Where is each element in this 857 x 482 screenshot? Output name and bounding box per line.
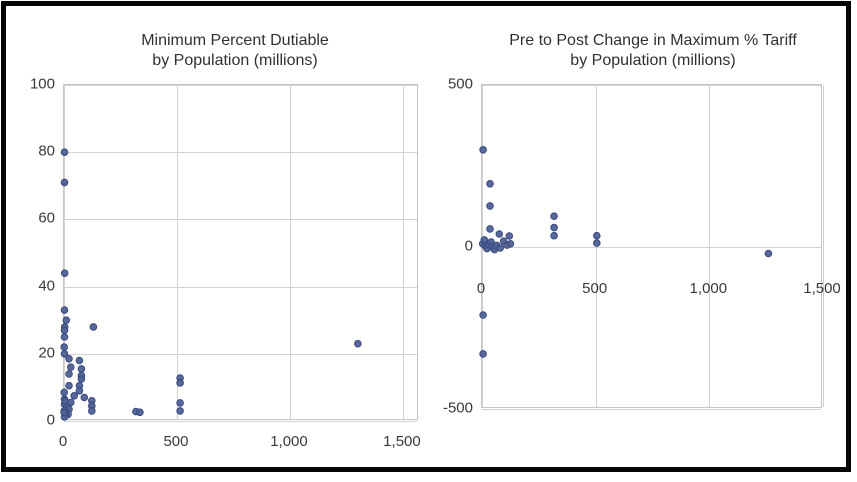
right-chart-title: Pre to Post Change in Maximum % Tariff b… — [509, 31, 797, 71]
data-point — [70, 392, 78, 400]
data-point — [60, 326, 69, 335]
x-axis-tick-label: 1,500 — [383, 433, 421, 450]
data-point — [77, 365, 86, 373]
data-point — [550, 231, 558, 240]
data-point — [176, 379, 184, 387]
data-point — [60, 333, 69, 341]
x-axis-tick-label: 1,000 — [270, 433, 308, 450]
data-point — [60, 350, 69, 358]
data-point — [495, 230, 504, 238]
vertical-gridline — [176, 85, 178, 419]
data-point — [60, 388, 68, 397]
data-point — [496, 244, 505, 252]
y-axis-tick-label: 20 — [38, 344, 55, 362]
y-axis-tick-label: 60 — [38, 209, 55, 227]
horizontal-gridline — [64, 152, 417, 154]
horizontal-gridline — [482, 247, 821, 248]
x-axis-tick-label: 0 — [476, 280, 486, 297]
y-axis-tick-label: 40 — [38, 277, 55, 295]
data-point — [61, 397, 69, 405]
horizontal-gridline — [64, 353, 417, 355]
data-point — [505, 232, 514, 240]
data-point — [60, 178, 69, 187]
y-axis-tick-label: 80 — [38, 142, 55, 160]
data-point — [764, 249, 773, 258]
left-chart-title-line1: Minimum Percent Dutiable — [141, 32, 329, 49]
data-point — [75, 387, 84, 395]
data-point — [62, 316, 71, 324]
data-point — [486, 202, 494, 210]
vertical-gridline — [64, 85, 65, 419]
right-chart-title-line1: Pre to Post Change in Maximum % Tariff — [509, 32, 797, 49]
scatter-points-layer — [60, 148, 362, 421]
left-scatter-plot-area — [60, 84, 418, 422]
data-point — [65, 370, 73, 378]
data-point — [479, 350, 487, 358]
vertical-gridline — [289, 85, 291, 419]
data-point — [479, 146, 487, 154]
data-point — [80, 393, 89, 402]
data-point — [506, 240, 515, 248]
figure-frame: Minimum Percent Dutiable by Population (… — [1, 1, 851, 472]
horizontal-gridline — [64, 421, 417, 422]
y-axis-tick-label: 0 — [46, 411, 55, 429]
data-point — [176, 399, 184, 407]
x-axis-tick-label: 1,500 — [803, 280, 841, 297]
left-chart-title-line2: by Population (millions) — [152, 52, 318, 69]
data-point — [88, 407, 96, 415]
data-point — [60, 408, 68, 417]
data-point — [550, 223, 558, 232]
data-point — [550, 212, 558, 220]
horizontal-gridline — [64, 286, 417, 288]
horizontal-gridline — [64, 85, 417, 86]
x-axis-tick-label: 0 — [58, 433, 68, 450]
x-axis-tick-label: 1,000 — [689, 280, 728, 297]
y-axis-tick-label: -500 — [442, 399, 473, 417]
y-axis-tick-label: 500 — [447, 75, 473, 93]
data-point — [593, 239, 601, 247]
data-point — [354, 339, 362, 348]
y-axis-tick-label: 100 — [29, 75, 55, 93]
horizontal-gridline — [482, 409, 821, 410]
data-point — [60, 306, 69, 314]
data-point — [136, 408, 144, 417]
left-chart-title: Minimum Percent Dutiable by Population (… — [141, 31, 329, 71]
y-axis-tick-label: 0 — [464, 237, 473, 255]
data-point — [75, 356, 84, 365]
data-point — [486, 180, 494, 188]
data-point — [65, 381, 73, 390]
x-axis-tick-label: 500 — [163, 433, 189, 450]
data-point — [479, 311, 487, 319]
horizontal-gridline — [64, 219, 417, 221]
data-point — [89, 323, 98, 331]
right-chart-title-line2: by Population (millions) — [570, 52, 736, 69]
data-point — [77, 375, 86, 383]
vertical-gridline — [709, 85, 711, 407]
vertical-gridline — [402, 85, 404, 419]
horizontal-gridline — [482, 85, 821, 86]
data-point — [67, 363, 75, 372]
data-point — [593, 231, 601, 240]
data-point — [60, 269, 69, 277]
data-point — [176, 407, 184, 415]
data-point — [486, 225, 494, 233]
scatter-points-layer — [478, 146, 773, 358]
x-axis-tick-label: 500 — [582, 280, 608, 297]
vertical-gridline — [823, 85, 824, 407]
data-point — [60, 343, 68, 351]
data-point — [65, 355, 73, 363]
right-scatter-plot-area — [478, 84, 824, 410]
data-point — [60, 148, 69, 156]
